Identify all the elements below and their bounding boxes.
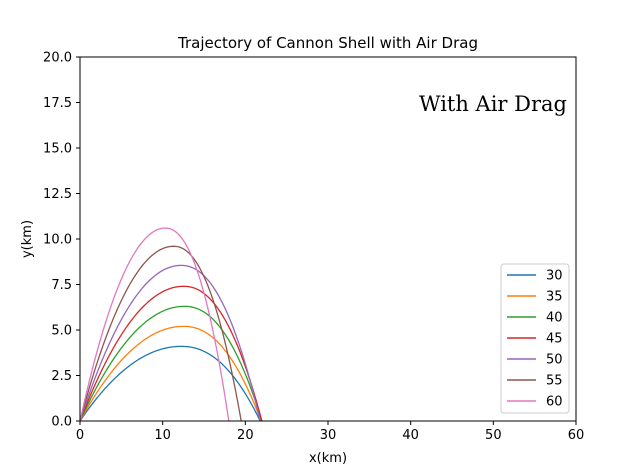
y-tick-label: 7.5 (51, 278, 72, 293)
legend: 30 35 40 45 50 55 60 (500, 263, 570, 414)
chart-annotation: With Air Drag (419, 92, 567, 116)
legend-label-35: 35 (546, 290, 563, 305)
series-line-35 (79, 325, 262, 422)
x-tick-label: 50 (485, 428, 502, 443)
y-axis: 0.0 2.5 5.0 7.5 10.0 12.5 15.0 17.5 20.0 (43, 51, 80, 430)
y-axis-label: y(km) (20, 220, 35, 258)
x-tick-label: 30 (320, 428, 337, 443)
x-tick-label: 10 (154, 428, 171, 443)
legend-label-45: 45 (546, 332, 563, 347)
chart-title: Trajectory of Cannon Shell with Air Drag (177, 34, 478, 52)
series-line-50 (79, 264, 261, 422)
y-tick-label: 15.0 (43, 142, 72, 157)
series-line-30 (79, 345, 261, 422)
y-tick-label: 20.0 (43, 51, 72, 66)
legend-label-50: 50 (546, 353, 563, 368)
y-tick-label: 0.0 (51, 415, 72, 430)
x-axis-label: x(km) (309, 451, 347, 466)
y-tick-label: 17.5 (43, 96, 72, 111)
series-line-55 (79, 245, 242, 422)
series-line-60 (79, 227, 230, 422)
series-line-45 (79, 285, 263, 422)
y-tick-label: 10.0 (43, 233, 72, 248)
x-axis: 0 10 20 30 40 50 60 (76, 421, 584, 443)
legend-label-30: 30 (546, 269, 563, 284)
y-tick-label: 12.5 (43, 187, 72, 202)
series-line-40 (79, 305, 263, 422)
legend-label-55: 55 (546, 374, 563, 389)
plot-area (79, 227, 263, 422)
x-tick-label: 0 (76, 428, 84, 443)
y-tick-label: 2.5 (51, 369, 72, 384)
legend-label-40: 40 (546, 311, 563, 326)
x-tick-label: 40 (402, 428, 419, 443)
y-tick-label: 5.0 (51, 324, 72, 339)
x-tick-label: 60 (568, 428, 585, 443)
x-tick-label: 20 (237, 428, 254, 443)
legend-label-60: 60 (546, 395, 563, 410)
